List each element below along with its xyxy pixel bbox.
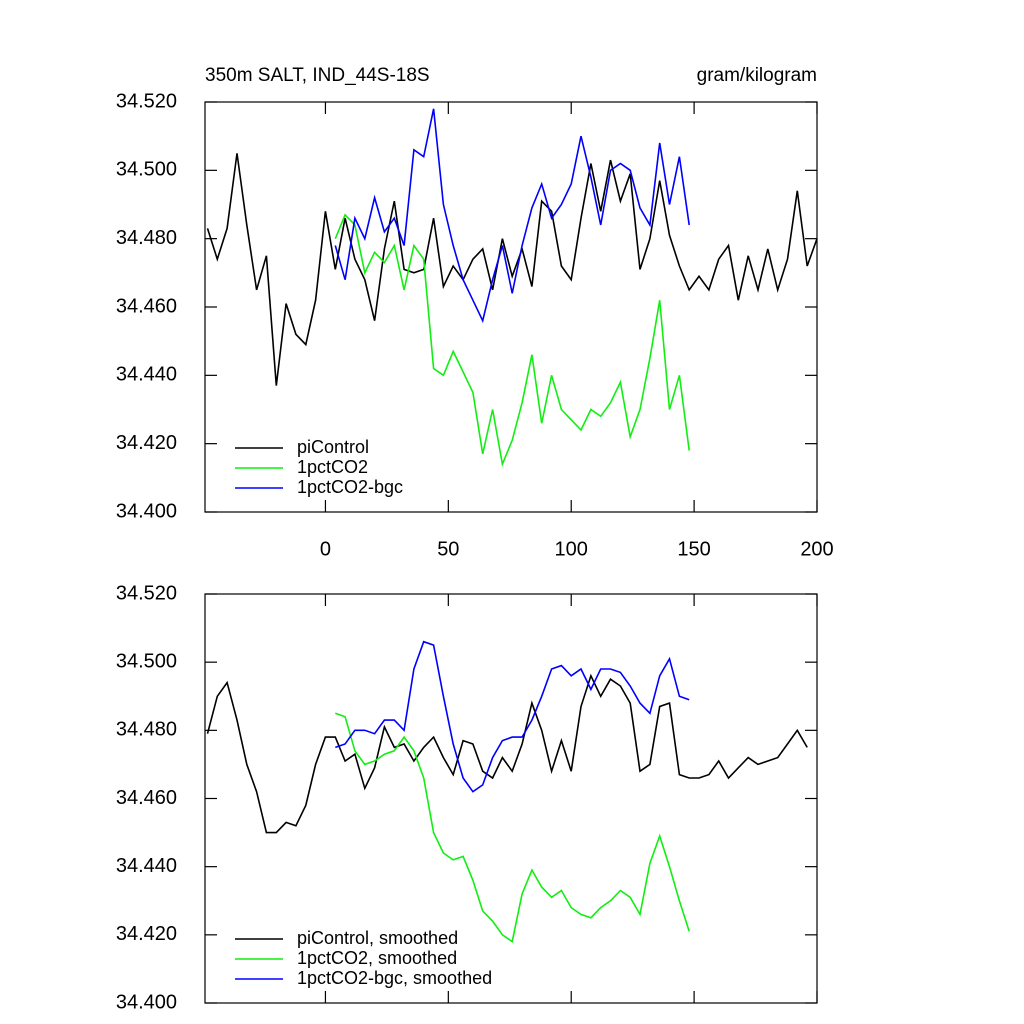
x-tick-label: 0 <box>320 538 331 560</box>
y-tick-label: 34.520 <box>116 582 177 604</box>
plot-frame <box>204 101 818 513</box>
y-tick-label: 34.500 <box>116 159 177 181</box>
legend-label: 1pctCO2-bgc <box>297 477 403 497</box>
units-label: gram/kilogram <box>697 65 817 86</box>
y-tick-label: 34.420 <box>116 432 177 454</box>
series-line <box>334 213 690 468</box>
legend-label: 1pctCO2-bgc, smoothed <box>297 968 492 988</box>
y-tick-label: 34.440 <box>116 364 177 386</box>
series-line <box>334 108 690 324</box>
x-tick-label: 50 <box>437 538 459 560</box>
y-tick-label: 34.440 <box>116 855 177 877</box>
y-tick-label: 34.460 <box>116 787 177 809</box>
y-tick-label: 34.460 <box>116 295 177 317</box>
x-tick-label: 200 <box>800 538 833 560</box>
series-line <box>335 640 690 793</box>
y-tick-label: 34.400 <box>116 500 177 522</box>
legend-label: 1pctCO2 <box>297 457 368 477</box>
series-line <box>206 673 808 834</box>
plot-frame <box>204 593 818 1004</box>
x-tick-label: 150 <box>677 538 710 560</box>
series-line <box>335 712 690 943</box>
x-tick-label: 100 <box>555 538 588 560</box>
legend-label: 1pctCO2, smoothed <box>297 948 457 968</box>
y-tick-label: 34.400 <box>116 991 177 1013</box>
y-tick-label: 34.480 <box>116 227 177 249</box>
y-tick-label: 34.420 <box>116 923 177 945</box>
legend-label: piControl, smoothed <box>297 928 458 948</box>
series-line <box>206 153 818 386</box>
y-tick-label: 34.520 <box>116 90 177 112</box>
y-tick-label: 34.500 <box>116 650 177 672</box>
legend-label: piControl <box>297 437 369 457</box>
y-tick-label: 34.480 <box>116 719 177 741</box>
chart-title: 350m SALT, IND_44S-18S <box>205 65 430 86</box>
